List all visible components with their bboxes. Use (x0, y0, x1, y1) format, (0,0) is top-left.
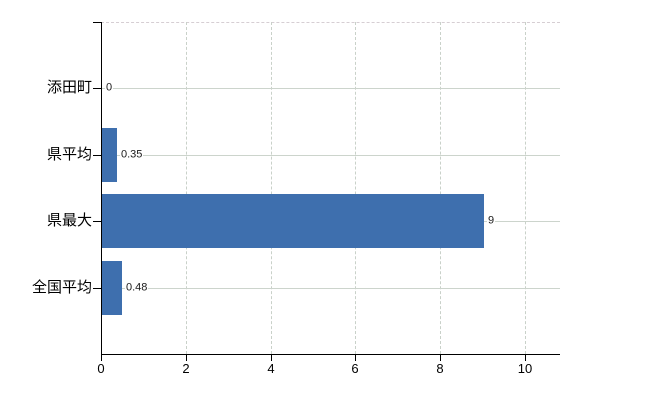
bar (102, 194, 484, 248)
x-tick-label: 2 (182, 361, 190, 376)
h-gridline (101, 155, 560, 156)
category-label: 全国平均 (31, 279, 92, 296)
x-tick-label: 6 (351, 361, 359, 376)
value-label: 0.35 (120, 148, 144, 161)
plot-top-border (101, 22, 560, 23)
x-tick (186, 355, 187, 361)
y-tick (93, 88, 101, 89)
value-label: 9 (487, 214, 496, 227)
value-label: 0 (105, 81, 114, 94)
v-gridline (440, 22, 441, 354)
category-label: 県最大 (46, 212, 92, 229)
x-tick (101, 355, 102, 361)
x-tick-label: 10 (517, 361, 533, 376)
x-axis (101, 354, 560, 355)
x-tick-label: 4 (267, 361, 275, 376)
bar (102, 261, 122, 315)
y-axis (101, 22, 102, 355)
h-gridline (101, 88, 560, 89)
v-gridline (355, 22, 356, 354)
bar (102, 128, 117, 182)
x-tick (440, 355, 441, 361)
x-tick (525, 355, 526, 361)
category-label: 県平均 (46, 146, 92, 163)
x-tick (271, 355, 272, 361)
y-tick (93, 155, 101, 156)
h-gridline (101, 288, 560, 289)
y-tick (93, 221, 101, 222)
x-tick (355, 355, 356, 361)
v-gridline (186, 22, 187, 354)
category-label: 添田町 (46, 79, 92, 96)
x-tick-label: 0 (97, 361, 105, 376)
value-label: 0.48 (125, 281, 149, 294)
x-tick-label: 8 (436, 361, 444, 376)
v-gridline (271, 22, 272, 354)
y-axis-top-tick (93, 22, 101, 23)
y-tick (93, 288, 101, 289)
v-gridline (525, 22, 526, 354)
